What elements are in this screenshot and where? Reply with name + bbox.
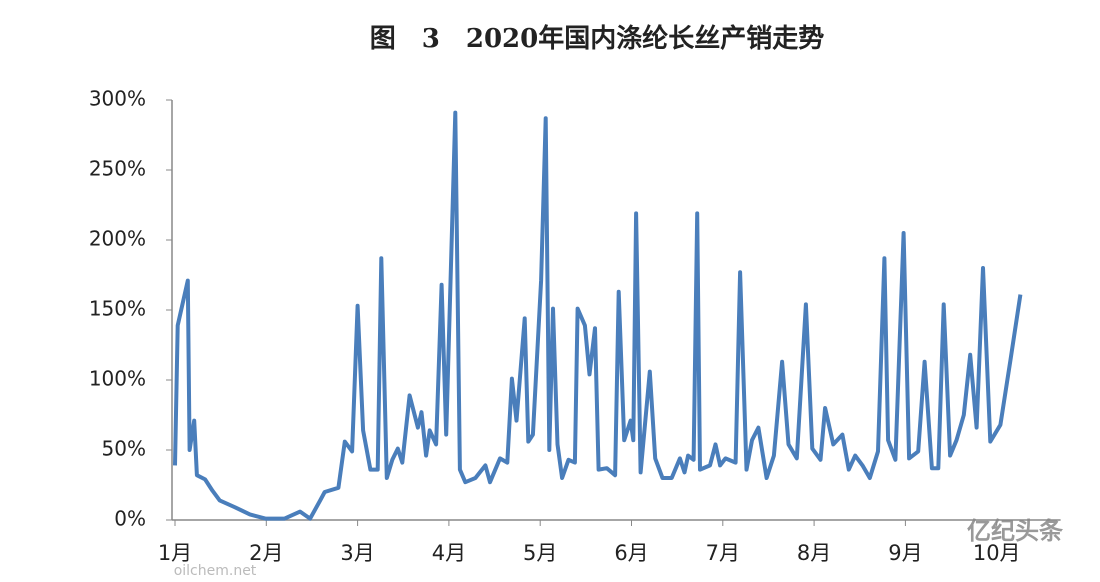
y-tick-label: 100% xyxy=(89,367,146,391)
x-tick-label: 2月 xyxy=(249,541,283,565)
x-tick-label: 1月 xyxy=(158,541,192,565)
x-tick-label: 10月 xyxy=(973,541,1021,565)
y-tick-label: 50% xyxy=(102,437,146,461)
data-line xyxy=(173,110,1023,521)
watermark: 亿纪头条 xyxy=(967,517,1064,545)
chart-title: 图 3 2020年国内涤纶长丝产销走势 xyxy=(370,23,824,54)
x-tick-label: 7月 xyxy=(706,541,740,565)
y-tick-label: 150% xyxy=(89,297,146,321)
x-tick-label: 5月 xyxy=(523,541,557,565)
y-tick-label: 300% xyxy=(89,87,146,111)
x-tick-label: 3月 xyxy=(340,541,374,565)
watermark: oilchem.net xyxy=(174,563,257,579)
y-tick-label: 0% xyxy=(114,507,146,531)
x-tick-label: 9月 xyxy=(888,541,922,565)
x-tick-label: 4月 xyxy=(432,541,466,565)
y-tick-label: 250% xyxy=(89,157,146,181)
x-tick-label: 8月 xyxy=(797,541,831,565)
x-tick-label: 6月 xyxy=(614,541,648,565)
y-tick-label: 200% xyxy=(89,227,146,251)
